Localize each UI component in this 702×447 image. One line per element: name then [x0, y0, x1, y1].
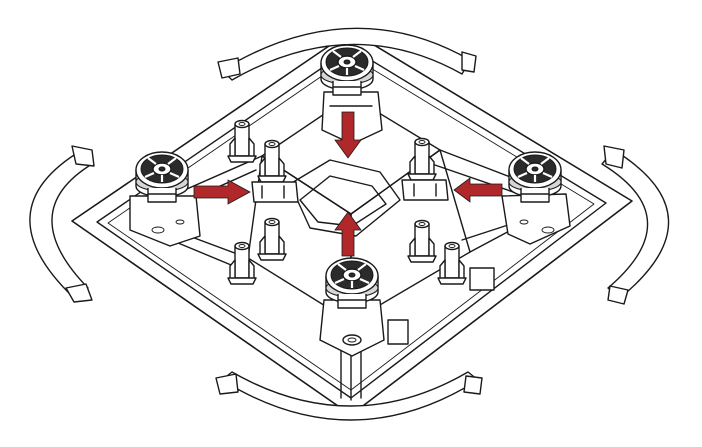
- motor-mount-right: [501, 193, 571, 245]
- motor-right: [507, 150, 563, 204]
- slider-rail-left: [251, 181, 299, 203]
- motor-mount-left: [129, 195, 201, 247]
- motor-bottom: [324, 256, 380, 310]
- arrow-top-down: [334, 111, 362, 159]
- arrow-left-right: [193, 179, 251, 205]
- slider-rail-right: [401, 179, 449, 201]
- motor-top: [319, 43, 375, 97]
- prop-guard-right: [601, 145, 670, 305]
- arrow-right-left: [453, 177, 503, 203]
- connector-tab-bottom-right: [387, 267, 495, 345]
- prop-guard-top: [217, 27, 477, 81]
- prop-guard-bottom: [215, 371, 483, 421]
- motor-left: [134, 150, 190, 204]
- arrow-bottom-up: [334, 211, 362, 257]
- prop-guard-left: [29, 145, 95, 303]
